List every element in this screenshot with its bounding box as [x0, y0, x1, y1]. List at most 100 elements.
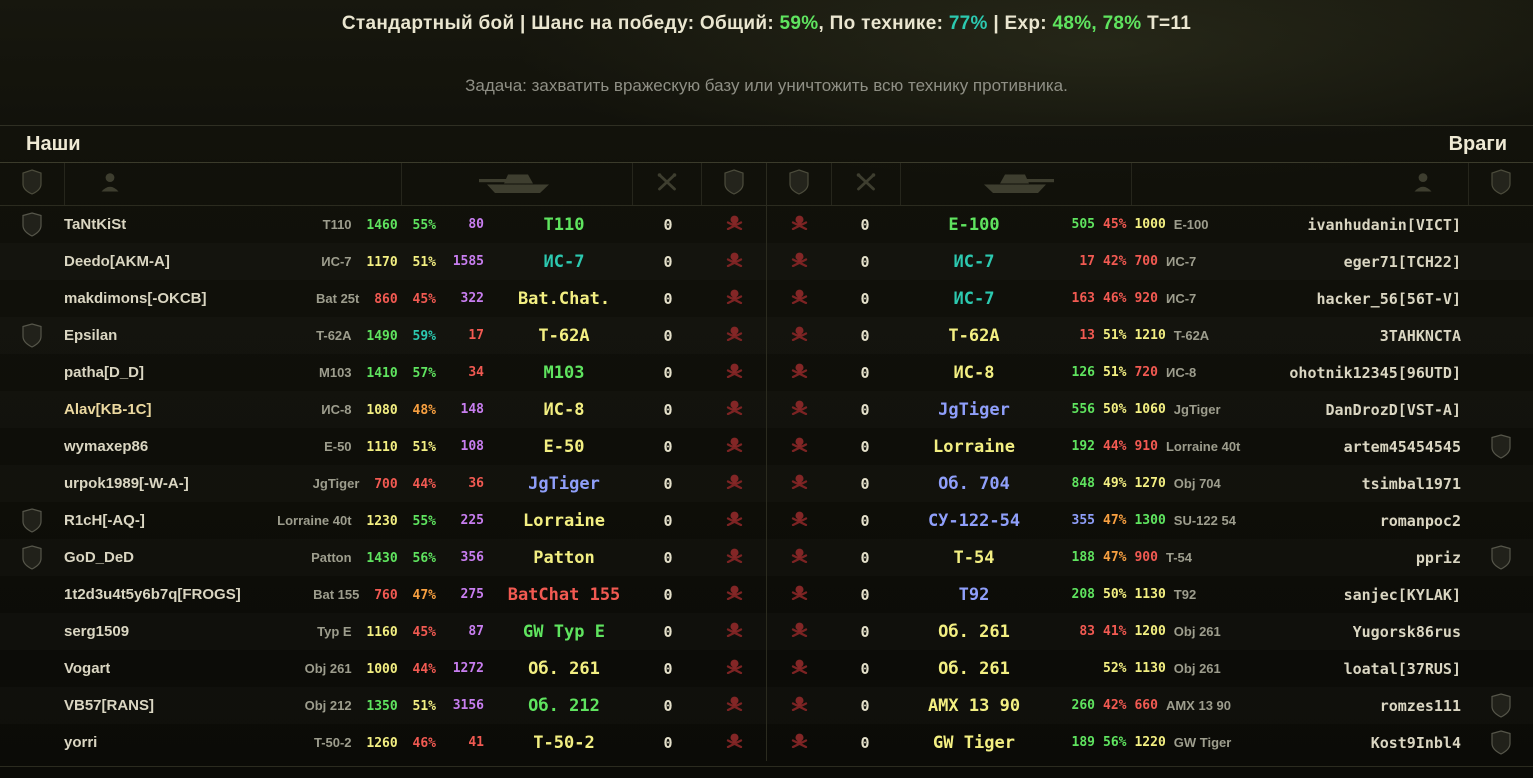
vehicle-abbrev: T110	[322, 216, 352, 232]
table-row[interactable]: makdimons[-OKCB] Bat 25t 860 45% 322 Bat…	[0, 280, 766, 317]
tech-chance-label: , По технике:	[818, 13, 949, 34]
winrate-value: 45%	[1103, 217, 1127, 232]
death-icon	[767, 659, 831, 678]
vehicle-abbrev: Obj 704	[1173, 476, 1221, 491]
player-name: GoD_DeD	[64, 549, 135, 566]
frags-count: 0	[663, 437, 673, 456]
vehicle-abbrev: Lorraine 40t	[1165, 439, 1241, 454]
column-header-row	[0, 163, 1533, 206]
table-row[interactable]: 0 СУ-122-54 355 47% 1300 SU-122 54 roman…	[767, 502, 1533, 539]
table-row[interactable]: 0 JgTiger 556 50% 1060 JgTiger DanDrozD[…	[767, 391, 1533, 428]
table-row[interactable]: 0 ИС-7 17 42% 700 ИС-7 eger71[TCH22]	[767, 243, 1533, 280]
player-name: ohotnik12345[96UTD]	[1289, 363, 1461, 382]
table-row[interactable]: TaNtKiSt T110 1460 55% 80 T110 0	[0, 206, 766, 243]
tank-name: M103	[543, 362, 585, 383]
table-row[interactable]: 0 Об. 261 52% 1130 Obj 261 loatal[37RUS]	[767, 650, 1533, 687]
rating-value: 900	[1134, 550, 1158, 565]
tier-value: T=11	[1141, 13, 1192, 34]
table-row[interactable]: 0 AMX 13 90 260 42% 660 AMX 13 90 romzes…	[767, 687, 1533, 724]
table-row[interactable]: Deedo[AKM-A] ИС-7 1170 51% 1585 ИС-7 0	[0, 243, 766, 280]
table-row[interactable]: 0 E-100 505 45% 1000 E-100 ivanhudanin[V…	[767, 206, 1533, 243]
player-stats: T-62A 1490 59%	[316, 328, 436, 344]
death-icon	[702, 511, 766, 530]
platoon-cell	[1469, 730, 1533, 755]
vehicle-battles-value: 192	[1071, 439, 1095, 454]
table-row[interactable]: 1t2d3u4t5y6b7q[FROGS] Bat 155 760 47% 27…	[0, 576, 766, 613]
rating-value: 1160	[366, 624, 398, 640]
table-row[interactable]: R1cH[-AQ-] Lorraine 40t 1230 55% 225 Lor…	[0, 502, 766, 539]
table-row[interactable]: serg1509 Typ E 1160 45% 87 GW Typ E 0	[0, 613, 766, 650]
vehicle-abbrev: GW Tiger	[1173, 735, 1232, 750]
table-row[interactable]: 0 Lorraine 192 44% 910 Lorraine 40t arte…	[767, 428, 1533, 465]
table-row[interactable]: Epsilan T-62A 1490 59% 17 T-62A 0	[0, 317, 766, 354]
platoon-cell	[0, 286, 64, 311]
vehicle-battles-value: 17	[468, 328, 484, 343]
table-row[interactable]: yorri T-50-2 1260 46% 41 T-50-2 0	[0, 724, 766, 761]
rating-value: 1130	[1134, 587, 1166, 602]
winrate-value: 50%	[1103, 402, 1127, 417]
tank-name: T110	[543, 214, 585, 235]
rating-value: 1410	[366, 365, 398, 381]
vehicle-battles-value: 356	[460, 550, 484, 565]
platoon-cell	[1469, 508, 1533, 533]
vehicle-abbrev: T-54	[1165, 550, 1192, 565]
frags-count: 0	[860, 437, 870, 456]
player-name: Alav[KB-1C]	[64, 401, 152, 418]
table-row[interactable]: wymaxep86 E-50 1110 51% 108 E-50 0	[0, 428, 766, 465]
frags-count: 0	[860, 215, 870, 234]
player-name: Epsilan	[64, 327, 118, 344]
table-row[interactable]: 0 Об. 704 848 49% 1270 Obj 704 tsimbal19…	[767, 465, 1533, 502]
platoon-badge	[22, 508, 42, 533]
tank-name: Об. 261	[938, 621, 1010, 642]
player-stats: ИС-8 1080 48%	[321, 402, 436, 418]
exp-value: 48%, 78%	[1052, 13, 1142, 34]
platoon-cell	[1469, 471, 1533, 496]
frags-count: 0	[663, 659, 673, 678]
rating-value: 1000	[1134, 217, 1166, 232]
vehicle-battles-value: 1585	[452, 254, 484, 269]
rating-value: 1430	[366, 550, 398, 566]
player-stats: JgTiger 700 44%	[313, 476, 436, 492]
table-row[interactable]: GoD_DeD Patton 1430 56% 356 Patton 0	[0, 539, 766, 576]
vehicle-abbrev: Obj 261	[304, 660, 352, 676]
player-name: ivanhudanin[VICT]	[1307, 215, 1461, 234]
table-row[interactable]: Alav[KB-1C] ИС-8 1080 48% 148 ИС-8 0	[0, 391, 766, 428]
table-row[interactable]: 0 GW Tiger 189 56% 1220 GW Tiger Kost9In…	[767, 724, 1533, 761]
player-stats: Obj 261 1000 44%	[305, 661, 436, 677]
platoon-badge	[1491, 693, 1511, 718]
table-row[interactable]: 0 ИС-8 126 51% 720 ИС-8 ohotnik12345[96U…	[767, 354, 1533, 391]
player-name: Vogart	[64, 660, 111, 677]
winrate-value: 57%	[412, 365, 436, 381]
table-row[interactable]: 0 Об. 261 83 41% 1200 Obj 261 Yugorsk86r…	[767, 613, 1533, 650]
table-row[interactable]: 0 T-54 188 47% 900 T-54 ppriz	[767, 539, 1533, 576]
tank-name: AMX 13 90	[927, 695, 1021, 716]
tank-name: ИС-8	[543, 399, 585, 420]
death-icon	[767, 437, 831, 456]
frags-count: 0	[860, 289, 870, 308]
tank-name: ИС-7	[953, 288, 995, 309]
winrate-value: 51%	[1103, 365, 1127, 380]
table-row[interactable]: 0 ИС-7 163 46% 920 ИС-7 hacker_56[56T-V]	[767, 280, 1533, 317]
rating-value: 1260	[366, 735, 398, 751]
table-row[interactable]: Vogart Obj 261 1000 44% 1272 Об. 261 0	[0, 650, 766, 687]
vehicle-battles-value: 83	[1079, 624, 1095, 639]
rating-value: 660	[1134, 698, 1158, 713]
tank-name: ИС-8	[953, 362, 995, 383]
death-icon	[702, 585, 766, 604]
table-row[interactable]: urpok1989[-W-A-] JgTiger 700 44% 36 JgTi…	[0, 465, 766, 502]
table-row[interactable]: 0 T-62A 13 51% 1210 T-62A 3TAHKNCTA	[767, 317, 1533, 354]
player-name: R1cH[-AQ-]	[64, 512, 145, 529]
player-name: TaNtKiSt	[64, 216, 127, 233]
table-row[interactable]: patha[D_D] M103 1410 57% 34 M103 0	[0, 354, 766, 391]
vehicle-abbrev: ИС-7	[1165, 291, 1197, 306]
rating-value: 700	[1134, 254, 1158, 269]
rating-value: 1130	[1134, 661, 1166, 676]
table-row[interactable]: VB57[RANS] Obj 212 1350 51% 3156 Об. 212…	[0, 687, 766, 724]
table-row[interactable]: 0 T92 208 50% 1130 T92 sanjec[KYLAK]	[767, 576, 1533, 613]
winrate-value: 47%	[412, 587, 436, 603]
vehicle-battles-value: 225	[460, 513, 484, 528]
enemies-title: Враги	[1448, 132, 1507, 155]
vehicle-battles-value: 36	[468, 476, 484, 491]
platoon-badge	[22, 212, 42, 237]
platoon-cell	[1469, 545, 1533, 570]
